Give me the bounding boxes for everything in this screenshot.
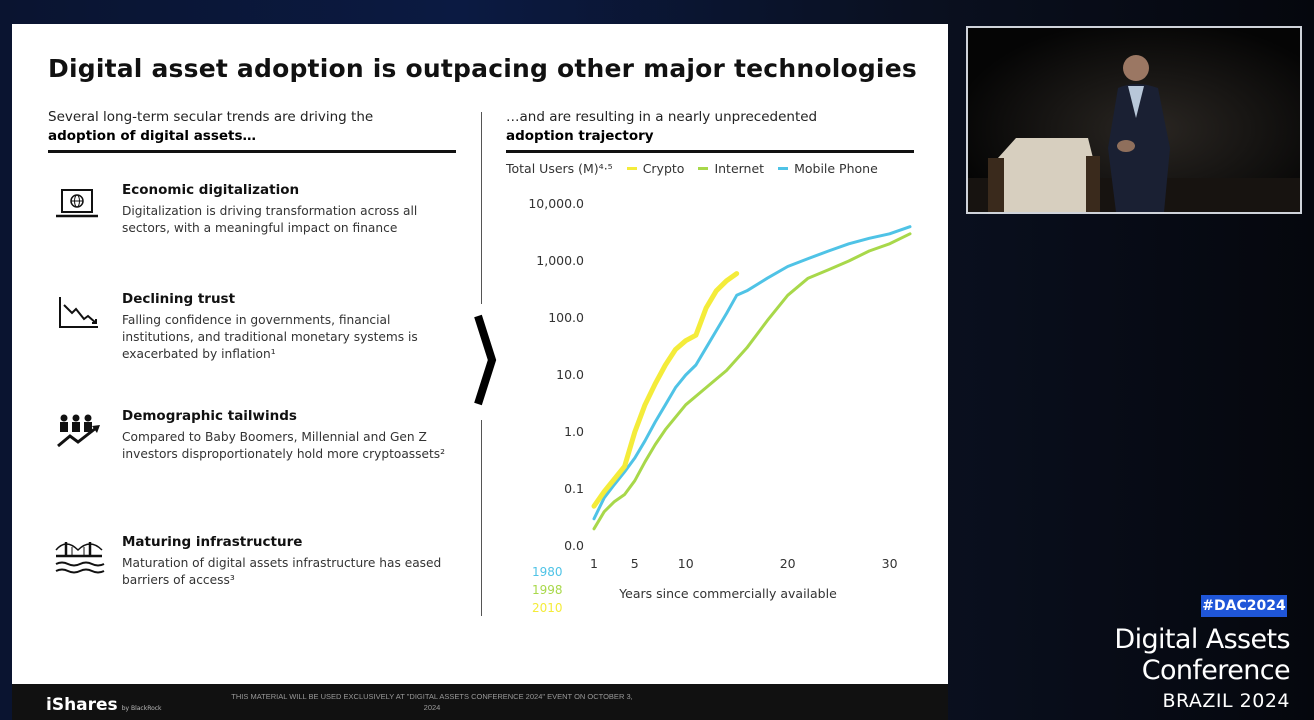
hashtag-badge: #DAC2024	[1201, 595, 1287, 617]
legend-swatch	[698, 167, 709, 170]
legend-item-mobile-phone: Mobile Phone	[778, 161, 878, 176]
trend-description: Falling confidence in governments, finan…	[122, 313, 418, 361]
x-axis-label: Years since commercially available	[618, 586, 837, 601]
start-year-label: 1980	[532, 565, 563, 579]
chevron-right-icon	[474, 314, 497, 406]
left-column-heading: Several long-term secular trends are dri…	[48, 108, 373, 146]
trend-title: Maturing infrastructure	[122, 534, 303, 550]
legend-item-internet: Internet	[698, 161, 764, 176]
adoption-line-chart: 10,000.0 1,000.0 100.0 10.0 1.0 0.1 0.0 1 5 10 20 3…	[528, 196, 912, 615]
trend-description: Maturation of digital assets infrastruct…	[122, 556, 442, 587]
series-line-internet	[592, 232, 912, 531]
presentation-slide: Digital asset adoption is outpacing othe…	[12, 24, 948, 684]
speaker-video-feed	[966, 26, 1302, 214]
right-heading-bold: adoption trajectory	[506, 128, 654, 144]
start-year-label: 2010	[532, 601, 563, 615]
series-line-crypto	[591, 271, 740, 509]
slide-title: Digital asset adoption is outpacing othe…	[48, 54, 917, 83]
laptop-globe-icon	[56, 189, 98, 218]
start-year-label: 1998	[532, 583, 563, 597]
trend-description: Compared to Baby Boomers, Millennial and…	[122, 430, 446, 461]
left-heading-text: Several long-term secular trends are dri…	[48, 109, 374, 125]
y-tick-label: 0.1	[564, 481, 584, 496]
right-column-heading: …and are resulting in a nearly unprecede…	[506, 108, 817, 146]
y-tick-label: 10,000.0	[528, 196, 584, 211]
legend-label: Internet	[714, 161, 765, 176]
chart-y-axis-label: Total Users (M)⁴·⁵	[506, 161, 613, 176]
conference-subtitle: BRAZIL 2024	[1162, 690, 1290, 712]
series-line-mobile-phone	[592, 225, 912, 521]
legend-item-crypto: Crypto	[626, 161, 685, 176]
bridge-icon	[55, 542, 105, 574]
chart-legend: Total Users (M)⁴·⁵ Crypto Internet Mobil…	[506, 161, 878, 176]
trend-title: Declining trust	[122, 291, 236, 307]
speaker-image	[968, 28, 1300, 212]
conference-title: Digital Assets Conference	[1114, 624, 1290, 686]
right-heading-rule	[506, 150, 914, 153]
people-growth-icon	[57, 414, 100, 448]
legend-label: Crypto	[642, 161, 685, 176]
y-tick-label: 1,000.0	[536, 253, 584, 268]
trend-description: Digitalization is driving transformation…	[122, 204, 418, 235]
left-heading-bold: adoption of digital assets…	[48, 128, 257, 144]
y-tick-label: 100.0	[548, 310, 584, 325]
y-tick-label: 10.0	[556, 367, 584, 382]
x-tick-label: 20	[780, 556, 796, 571]
ishares-logo: iShares by BlackRock	[46, 695, 162, 715]
trend-title: Demographic tailwinds	[122, 408, 297, 424]
column-divider-bottom	[481, 420, 482, 616]
legend-swatch	[778, 167, 789, 170]
declining-chart-icon	[59, 297, 98, 328]
x-tick-label: 30	[882, 556, 898, 571]
left-heading-rule	[48, 150, 456, 153]
footer-disclaimer: THIS MATERIAL WILL BE USED EXCLUSIVELY A…	[231, 692, 633, 712]
right-heading-text: …and are resulting in a nearly unprecede…	[506, 109, 818, 125]
y-tick-label: 0.0	[564, 538, 584, 553]
column-divider-top	[481, 112, 482, 304]
x-tick-label: 5	[631, 556, 639, 571]
x-tick-label: 10	[678, 556, 694, 571]
trend-title: Economic digitalization	[122, 182, 300, 198]
x-tick-label: 1	[590, 556, 598, 571]
legend-label: Mobile Phone	[794, 161, 878, 176]
slide-footer: iShares by BlackRock THIS MATERIAL WILL B…	[12, 684, 948, 720]
legend-swatch	[626, 167, 637, 170]
y-tick-label: 1.0	[564, 424, 584, 439]
